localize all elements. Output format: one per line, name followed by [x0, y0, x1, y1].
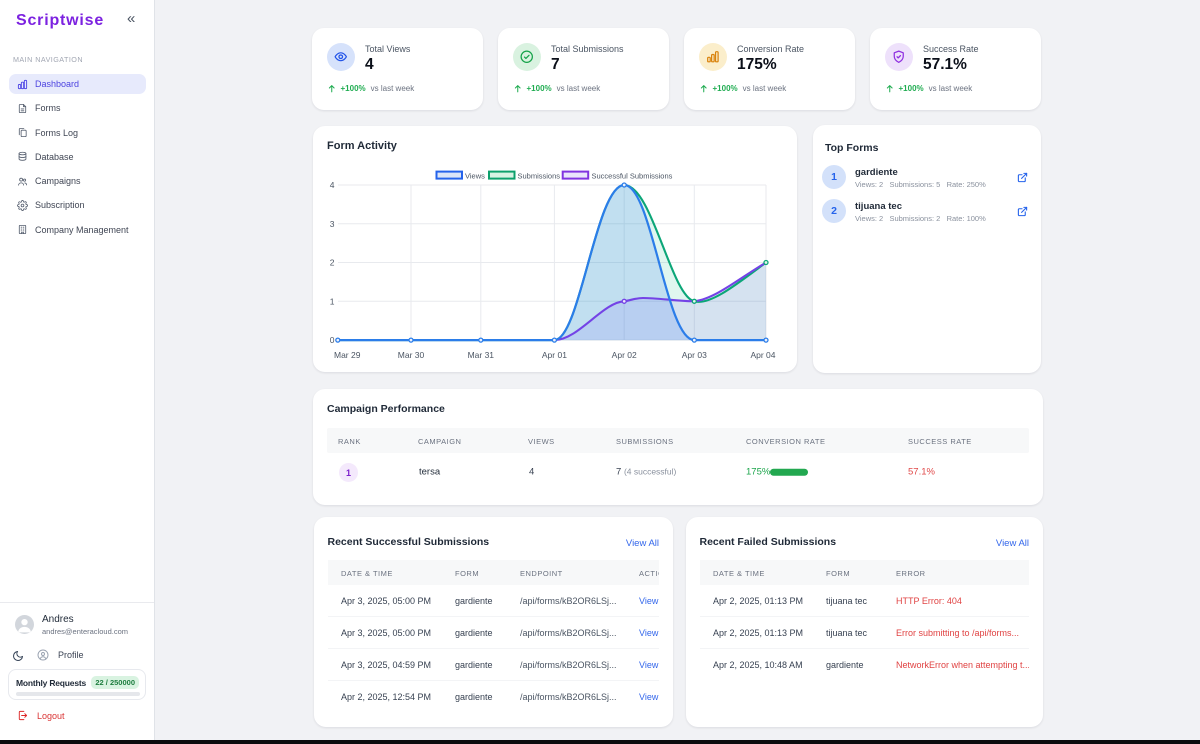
svg-text:Apr 03: Apr 03: [682, 350, 707, 360]
svg-text:Views: Views: [465, 171, 485, 180]
svg-text:Apr 01: Apr 01: [542, 350, 567, 360]
svg-text:Successful Submissions: Successful Submissions: [592, 171, 673, 180]
svg-text:0: 0: [330, 335, 335, 345]
svg-text:2: 2: [330, 258, 335, 268]
svg-text:Apr 02: Apr 02: [612, 350, 637, 360]
svg-text:Mar 30: Mar 30: [398, 350, 425, 360]
svg-text:1: 1: [330, 296, 335, 306]
svg-text:Mar 29: Mar 29: [334, 350, 361, 360]
svg-text:4: 4: [330, 180, 335, 190]
svg-text:Submissions: Submissions: [518, 171, 561, 180]
svg-text:Mar 31: Mar 31: [468, 350, 495, 360]
svg-text:3: 3: [330, 219, 335, 229]
svg-text:Apr 04: Apr 04: [750, 350, 775, 360]
